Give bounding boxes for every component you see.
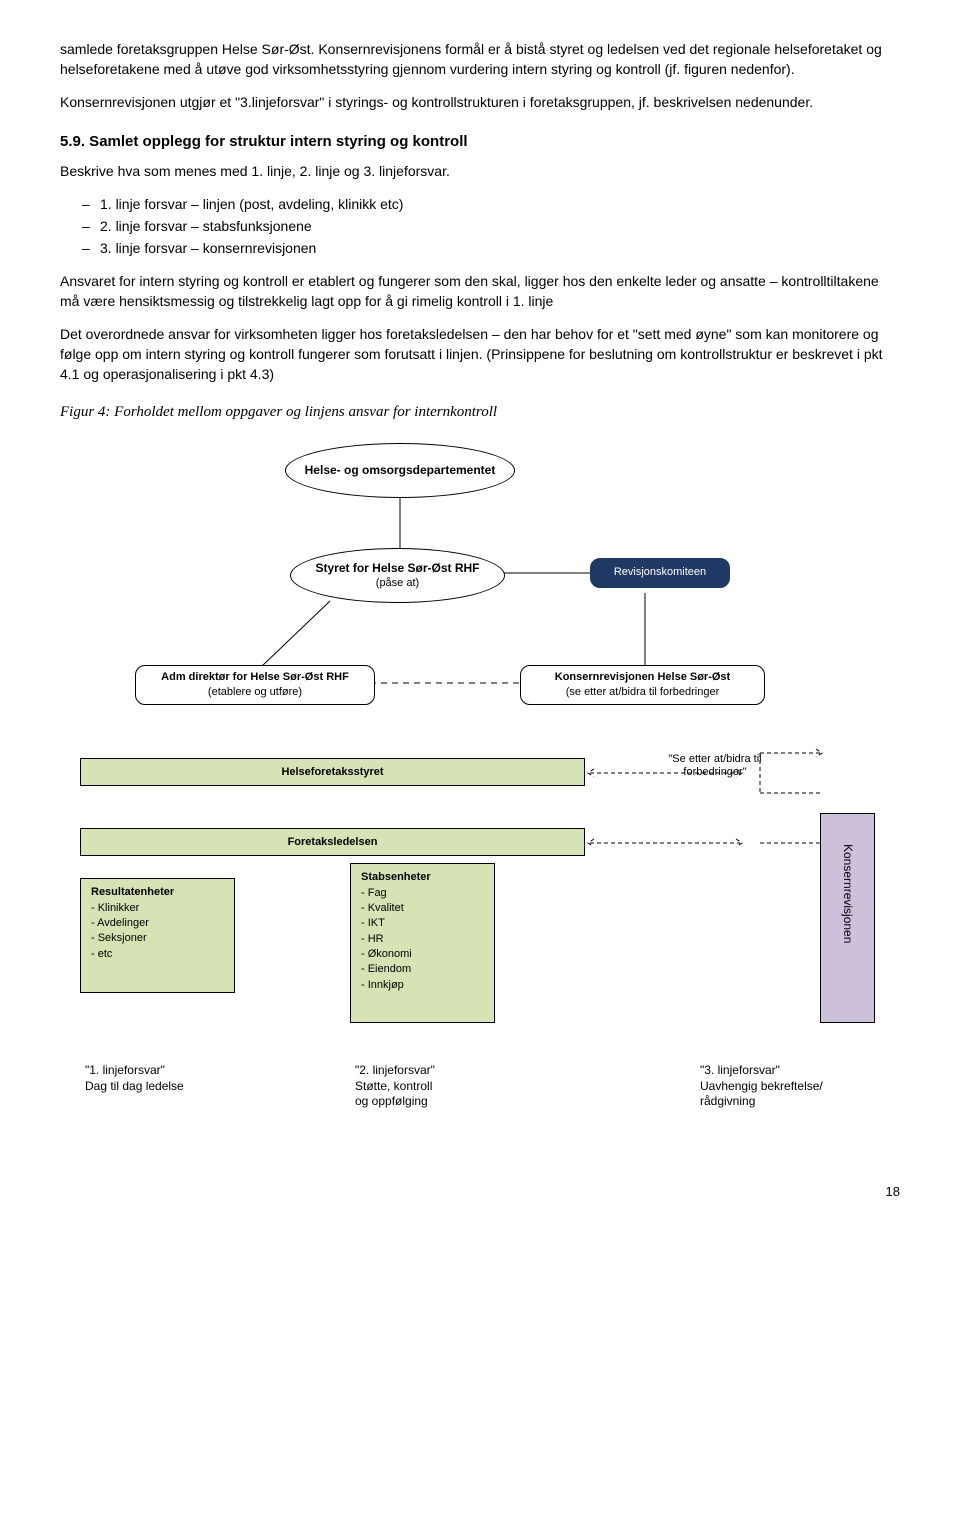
section-heading: 5.9. Samlet opplegg for struktur intern … xyxy=(60,131,900,152)
paragraph: Ansvaret for intern styring og kontroll … xyxy=(60,272,900,311)
label-linje-1: "1. linjeforsvar" Dag til dag ledelse xyxy=(85,1063,184,1094)
node-label: Foretaksledelsen xyxy=(288,836,378,848)
org-diagram: Helse- og omsorgsdepartementet Styret fo… xyxy=(60,443,900,1163)
list-item: 1. linje forsvar – linjen (post, avdelin… xyxy=(100,195,900,215)
label-text: rådgivning xyxy=(700,1094,823,1110)
node-stabsenheter: Stabsenheter - Fag - Kvalitet - IKT - HR… xyxy=(350,863,495,1023)
page-number: 18 xyxy=(60,1183,900,1201)
node-title: Stabsenheter xyxy=(361,870,484,885)
label-text: "1. linjeforsvar" xyxy=(85,1063,184,1079)
node-item: - Seksjoner xyxy=(91,931,224,946)
node-label: Konsernrevisjonen xyxy=(839,844,856,943)
node-item: - etc xyxy=(91,947,224,962)
list-item: 2. linje forsvar – stabsfunksjonene xyxy=(100,217,900,237)
node-hod: Helse- og omsorgsdepartementet xyxy=(285,443,515,498)
label-text: "2. linjeforsvar" xyxy=(355,1063,435,1079)
caption-seetter: "Se etter at/bidra til forbedringer" xyxy=(655,753,775,779)
paragraph: Beskrive hva som menes med 1. linje, 2. … xyxy=(60,162,900,182)
node-revisjonskomiteen: Revisjonskomiteen xyxy=(590,558,730,588)
node-label: Adm direktør for Helse Sør-Øst RHF xyxy=(161,670,349,685)
node-item: - Fag xyxy=(361,886,484,901)
label-text: Støtte, kontroll xyxy=(355,1079,435,1095)
node-item: - IKT xyxy=(361,916,484,931)
node-label: Helseforetaksstyret xyxy=(281,766,383,778)
figure-caption: Figur 4: Forholdet mellom oppgaver og li… xyxy=(60,402,900,423)
node-sublabel: (påse at) xyxy=(376,576,419,591)
node-label: Konsernrevisjonen Helse Sør-Øst xyxy=(555,670,730,685)
node-item: - Eiendom xyxy=(361,962,484,977)
node-helseforetaksstyret: Helseforetaksstyret xyxy=(80,758,585,786)
label-text: Dag til dag ledelse xyxy=(85,1079,184,1095)
node-item: - Innkjøp xyxy=(361,978,484,993)
node-item: - Kvalitet xyxy=(361,901,484,916)
node-label: Styret for Helse Sør-Øst RHF xyxy=(315,560,479,577)
node-sublabel: (etablere og utføre) xyxy=(208,685,302,700)
node-resultatenheter: Resultatenheter - Klinikker - Avdelinger… xyxy=(80,878,235,993)
label-linje-3: "3. linjeforsvar" Uavhengig bekreftelse/… xyxy=(700,1063,823,1110)
label-text: og oppfølging xyxy=(355,1094,435,1110)
paragraph: Konsernrevisjonen utgjør et "3.linjefors… xyxy=(60,93,900,113)
node-sublabel: (se etter at/bidra til forbedringer xyxy=(566,685,719,700)
node-item: - Klinikker xyxy=(91,901,224,916)
node-title: Resultatenheter xyxy=(91,885,224,900)
diagram-connectors xyxy=(60,443,900,1163)
node-styret: Styret for Helse Sør-Øst RHF (påse at) xyxy=(290,548,505,603)
label-text: "3. linjeforsvar" xyxy=(700,1063,823,1079)
paragraph: samlede foretaksgruppen Helse Sør-Øst. K… xyxy=(60,40,900,79)
node-item: - Avdelinger xyxy=(91,916,224,931)
label-text: Uavhengig bekreftelse/ xyxy=(700,1079,823,1095)
node-foretaksledelsen: Foretaksledelsen xyxy=(80,828,585,856)
label-linje-2: "2. linjeforsvar" Støtte, kontroll og op… xyxy=(355,1063,435,1110)
node-item: - Økonomi xyxy=(361,947,484,962)
node-adm-direktor: Adm direktør for Helse Sør-Øst RHF (etab… xyxy=(135,665,375,705)
bullet-list: 1. linje forsvar – linjen (post, avdelin… xyxy=(100,195,900,258)
node-label: Helse- og omsorgsdepartementet xyxy=(305,462,496,479)
node-konsernrevisjonen: Konsernrevisjonen Helse Sør-Øst (se ette… xyxy=(520,665,765,705)
node-konsernrevisjonen-vert: Konsernrevisjonen xyxy=(820,813,875,1023)
list-item: 3. linje forsvar – konsernrevisjonen xyxy=(100,239,900,259)
node-item: - HR xyxy=(361,932,484,947)
node-label: Revisjonskomiteen xyxy=(614,565,706,580)
paragraph: Det overordnede ansvar for virksomheten … xyxy=(60,325,900,384)
